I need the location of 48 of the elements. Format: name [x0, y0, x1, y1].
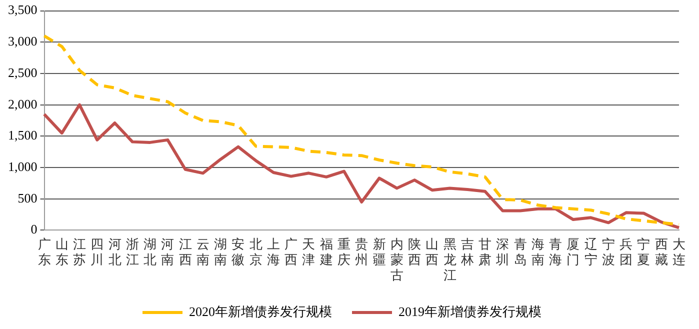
x-tick-label: 青岛 — [514, 236, 527, 268]
x-tick-label: 深圳 — [495, 236, 510, 268]
y-tick-label: 2,500 — [8, 64, 38, 80]
x-tick-label: 广东 — [38, 236, 51, 268]
y-tick-label: 3,500 — [8, 2, 38, 18]
y-tick-label: 3,000 — [8, 34, 38, 49]
x-tick-label: 湖北 — [144, 236, 157, 268]
x-tick-label: 甘肃 — [478, 236, 492, 268]
x-tick-label: 江苏 — [73, 236, 86, 268]
y-tick-label: 0 — [30, 222, 38, 237]
x-tick-label: 河南 — [161, 236, 174, 268]
x-tick-label: 辽宁 — [584, 236, 598, 268]
x-tick-label: 上海 — [266, 236, 280, 268]
y-tick-label: 500 — [18, 190, 38, 206]
x-tick-label: 兵团 — [620, 236, 633, 268]
x-tick-label: 宁波 — [602, 236, 615, 268]
x-tick-label: 贵州 — [355, 236, 368, 268]
x-tick-label: 山东 — [55, 236, 68, 268]
x-tick-label: 浙江 — [126, 236, 139, 268]
x-tick-label: 内蒙古 — [390, 236, 404, 283]
x-tick-label: 云南 — [196, 236, 210, 268]
line-series — [42, 34, 680, 226]
legend-label: 2019年新增债券发行规模 — [398, 304, 542, 319]
x-tick-label: 黑龙江 — [443, 236, 456, 283]
x-tick-label: 大连 — [672, 236, 686, 268]
x-tick-label: 山西 — [426, 236, 439, 268]
x-tick-label: 吉林 — [460, 236, 474, 268]
x-tick-label: 重庆 — [337, 236, 350, 268]
x-tick-label: 江西 — [178, 236, 192, 268]
x-tick-label: 广西 — [284, 236, 298, 268]
x-tick-label: 天津 — [302, 236, 316, 268]
y-tick-label: 1,000 — [8, 158, 38, 174]
y-tick-label: 1,500 — [8, 128, 38, 143]
x-tick-label: 厦门 — [566, 236, 580, 268]
x-tick-label: 宁夏 — [637, 236, 650, 268]
x-tick-label: 北京 — [249, 236, 262, 268]
x-tick-label: 西藏 — [654, 236, 668, 268]
x-tick-label: 新疆 — [372, 236, 386, 268]
x-tick-label: 湖南 — [214, 236, 228, 268]
x-tick-label: 陕西 — [408, 236, 422, 268]
x-tick-label: 海南 — [531, 236, 544, 268]
legend-label: 2020年新增债券发行规模 — [189, 304, 332, 319]
x-tick-label: 四川 — [90, 236, 104, 268]
y-tick-label: 2,000 — [8, 96, 38, 112]
x-tick-label: 安徽 — [232, 236, 245, 268]
x-tick-label: 河北 — [108, 236, 122, 268]
x-tick-label: 青海 — [549, 236, 562, 268]
x-tick-label: 福建 — [318, 236, 333, 268]
